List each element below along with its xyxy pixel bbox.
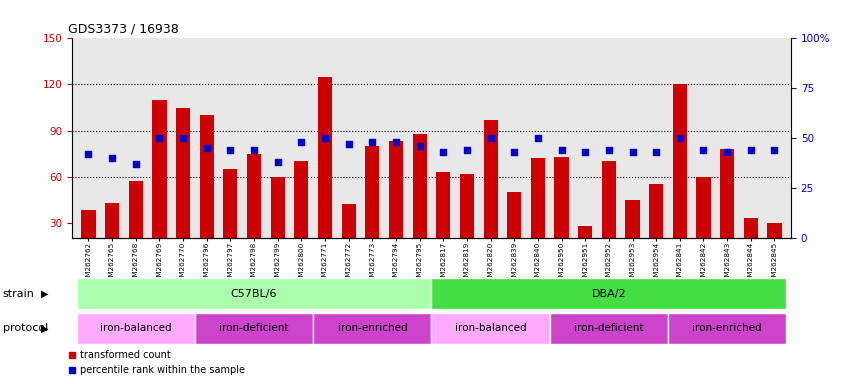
Point <box>342 141 355 147</box>
Bar <box>744 218 758 269</box>
Bar <box>554 157 569 269</box>
Bar <box>342 204 356 269</box>
Bar <box>313 313 431 344</box>
Point <box>650 149 663 155</box>
Point <box>318 135 332 141</box>
Point <box>697 147 711 153</box>
Point <box>579 149 592 155</box>
Bar <box>176 108 190 269</box>
Point <box>271 159 284 165</box>
Bar <box>767 223 782 269</box>
Bar <box>673 84 687 269</box>
Point <box>673 135 687 141</box>
Text: iron-deficient: iron-deficient <box>219 323 288 333</box>
Bar <box>247 154 261 269</box>
Text: C57BL/6: C57BL/6 <box>231 289 277 299</box>
Bar <box>271 177 285 269</box>
Point <box>602 147 616 153</box>
Bar <box>431 313 550 344</box>
Point <box>106 155 119 161</box>
Bar <box>223 169 238 269</box>
Point <box>152 135 166 141</box>
Bar <box>294 161 309 269</box>
Bar <box>578 226 592 269</box>
Point <box>484 135 497 141</box>
Bar <box>484 120 497 269</box>
Text: strain: strain <box>3 289 35 299</box>
Bar <box>413 134 426 269</box>
Bar <box>602 161 616 269</box>
Point <box>176 135 190 141</box>
Point <box>744 147 757 153</box>
Bar <box>507 192 521 269</box>
Text: iron-enriched: iron-enriched <box>338 323 407 333</box>
Bar <box>152 100 167 269</box>
Bar <box>365 146 379 269</box>
Point <box>437 149 450 155</box>
Text: iron-balanced: iron-balanced <box>100 323 172 333</box>
Point <box>555 147 569 153</box>
Point <box>508 149 521 155</box>
Bar <box>625 200 640 269</box>
Bar <box>460 174 474 269</box>
Text: ▶: ▶ <box>41 289 48 299</box>
Bar <box>318 77 332 269</box>
Legend: transformed count, percentile rank within the sample: transformed count, percentile rank withi… <box>64 346 249 379</box>
Bar <box>550 313 668 344</box>
Point <box>200 145 213 151</box>
Bar <box>105 203 119 269</box>
Point <box>721 149 734 155</box>
Text: iron-enriched: iron-enriched <box>692 323 762 333</box>
Point <box>365 139 379 145</box>
Bar <box>195 313 313 344</box>
Point <box>294 139 308 145</box>
Bar <box>81 210 96 269</box>
Point <box>413 143 426 149</box>
Text: GDS3373 / 16938: GDS3373 / 16938 <box>69 23 179 36</box>
Point <box>129 161 142 167</box>
Bar <box>200 115 214 269</box>
Text: iron-balanced: iron-balanced <box>455 323 526 333</box>
Point <box>247 147 261 153</box>
Point <box>223 147 237 153</box>
Bar <box>77 313 195 344</box>
Bar <box>437 172 450 269</box>
Text: iron-deficient: iron-deficient <box>574 323 644 333</box>
Text: protocol: protocol <box>3 323 47 333</box>
Bar <box>129 181 143 269</box>
Bar <box>77 278 431 309</box>
Text: DBA/2: DBA/2 <box>591 289 626 299</box>
Bar <box>431 278 786 309</box>
Bar <box>668 313 786 344</box>
Point <box>767 147 781 153</box>
Bar <box>720 149 734 269</box>
Bar <box>649 184 663 269</box>
Point <box>626 149 640 155</box>
Bar <box>530 158 545 269</box>
Point <box>531 135 545 141</box>
Bar <box>696 177 711 269</box>
Point <box>82 151 96 157</box>
Point <box>389 139 403 145</box>
Bar <box>389 141 403 269</box>
Point <box>460 147 474 153</box>
Text: ▶: ▶ <box>41 323 48 333</box>
